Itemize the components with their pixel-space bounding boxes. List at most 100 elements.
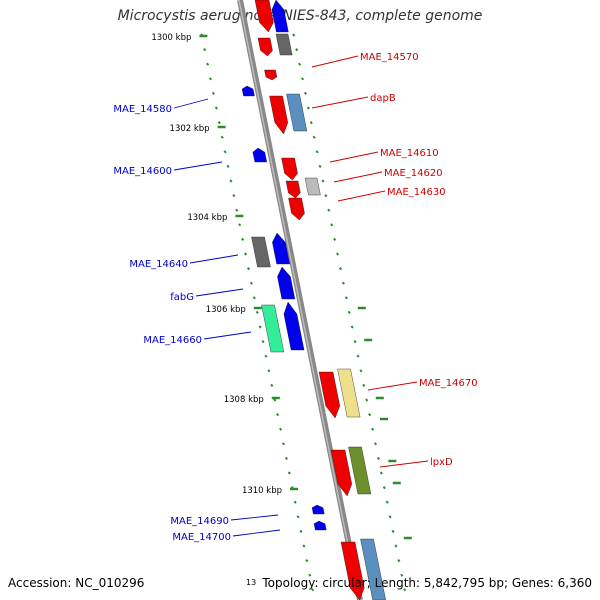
scale-dot: [255, 310, 259, 314]
scale-dot: [330, 223, 334, 227]
scale-dot: [333, 237, 337, 241]
gene-arrow-forward: [264, 69, 278, 81]
genome-backbone: [237, 0, 363, 600]
scale-dot: [324, 194, 328, 198]
leader-line: [379, 460, 429, 468]
scale-dot: [214, 106, 218, 110]
map-title: Microcystis aeruginosa NIES-843, complet…: [117, 8, 483, 24]
scale-dot: [203, 47, 207, 52]
gene-arrow-reverse: [283, 301, 305, 351]
scale-dot: [300, 77, 305, 81]
cog-box: [251, 236, 271, 268]
scale-dot: [321, 179, 325, 183]
scale-dot: [356, 354, 360, 358]
gene-label: MAE_14630: [387, 187, 446, 198]
scale-dot: [318, 164, 322, 168]
scale-dot: [211, 91, 215, 96]
scale-dot: [217, 120, 221, 125]
leader-line: [311, 96, 369, 109]
scale-dot: [208, 77, 213, 81]
gene-label: fabG: [170, 292, 194, 303]
cog-box: [337, 368, 361, 418]
scale-dot: [315, 150, 319, 154]
scale-dot: [279, 427, 283, 431]
scale-dot: [264, 354, 268, 358]
leader-line: [230, 514, 279, 521]
scale-dot: [359, 369, 363, 373]
scale-dot: [299, 529, 303, 534]
scale-dot: [244, 252, 248, 256]
feature-layer: [241, 0, 386, 600]
gene-label: MAE_14610: [380, 148, 439, 159]
scale-dot: [335, 252, 340, 256]
scale-dot: [267, 369, 271, 373]
scale-dot: [385, 500, 389, 504]
gene-label: MAE_14580: [113, 104, 172, 115]
scale-dot: [298, 62, 302, 66]
leader-line: [173, 98, 209, 109]
scale-dot: [206, 62, 210, 66]
scale-dot: [368, 413, 372, 417]
cog-box: [348, 446, 372, 495]
gene-arrow-reverse: [313, 520, 327, 531]
scale-dot: [249, 281, 253, 285]
scale-dot: [226, 164, 230, 168]
scale-label: 1300 kbp: [151, 33, 191, 43]
gene-arrow-reverse: [277, 266, 296, 300]
scale-dot: [365, 398, 369, 402]
scale-dot: [344, 296, 348, 300]
scale-dot: [403, 588, 407, 592]
gene-label: MAE_14620: [384, 168, 443, 179]
gene-label: MAE_14640: [129, 259, 188, 270]
scale-dot: [350, 325, 354, 329]
label-layer: 1300 kbp 1302 kbp 1304 kbp 1306 kbp 1308 kbp…: [113, 33, 477, 587]
gene-arrow-reverse: [272, 232, 290, 265]
scale-dot: [270, 383, 274, 387]
gene-label: MAE_14690: [170, 516, 229, 527]
gene-arrow-reverse: [271, 0, 289, 33]
scale-dot: [376, 456, 380, 460]
scale-dot: [394, 544, 398, 548]
gene-arrow-forward: [257, 37, 273, 57]
leader-line: [203, 331, 252, 340]
scale-dot: [284, 456, 288, 460]
scale-dot: [347, 310, 351, 314]
scale-dot: [388, 515, 392, 519]
scale-dot: [373, 442, 378, 446]
accession-text: Accession: NC_010296: [8, 576, 145, 590]
scale-dot: [295, 47, 299, 52]
scale-dot: [241, 237, 245, 241]
cog-box: [286, 93, 308, 132]
scale-dot: [397, 558, 401, 563]
gene-arrow-reverse: [311, 504, 325, 515]
gene-arrow-forward: [318, 371, 341, 419]
scale-dot: [338, 267, 343, 271]
gene-label: MAE_14660: [143, 335, 202, 346]
gene-label: MAE_14700: [172, 532, 231, 543]
leader-line: [367, 381, 418, 391]
scale-dot: [235, 208, 239, 212]
gene-label: MAE_14570: [360, 52, 419, 63]
scale-dot: [312, 135, 316, 139]
scale-dot: [232, 194, 236, 198]
scale-dot: [311, 588, 315, 592]
scale-dot: [379, 471, 383, 475]
scale-dot: [371, 427, 375, 431]
leader-line: [329, 151, 379, 163]
scale-dot: [400, 573, 404, 577]
scale-dot: [281, 442, 286, 446]
gene-arrow-reverse: [252, 147, 268, 163]
scale-dot: [261, 340, 265, 344]
gene-label: MAE_14670: [419, 378, 478, 389]
scale-dot: [382, 486, 386, 490]
scale-dot: [246, 267, 251, 271]
gene-arrow-forward: [269, 95, 289, 135]
gene-label: MAE_14600: [113, 166, 172, 177]
scale-dot: [220, 135, 224, 139]
scale-dot: [273, 398, 277, 402]
scale-dot: [341, 281, 345, 285]
scale-label: 1304 kbp: [187, 213, 227, 223]
gene-arrow-forward: [285, 180, 301, 199]
gene-arrow-forward: [340, 541, 365, 600]
